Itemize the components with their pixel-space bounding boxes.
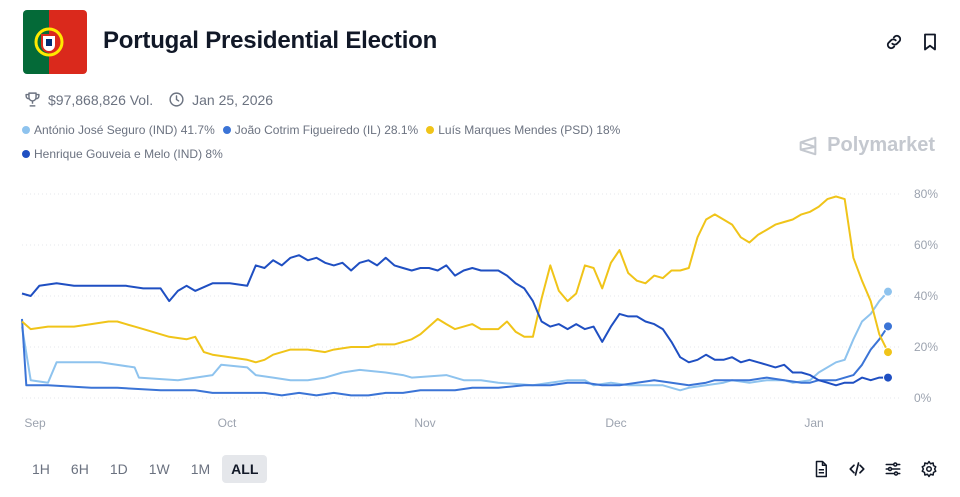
- legend-dot: [222, 126, 231, 134]
- legend-value: 8%: [205, 147, 223, 161]
- series-line: [21, 195, 889, 364]
- code-icon[interactable]: [848, 460, 866, 478]
- sliders-icon[interactable]: [884, 460, 902, 478]
- series-line: [21, 254, 888, 387]
- legend-value: 28.1%: [384, 123, 419, 137]
- legend-label: Luís Marques Mendes (PSD): [438, 123, 593, 137]
- end-date-text: Jan 25, 2026: [192, 91, 274, 108]
- legend-dot: [22, 126, 30, 134]
- y-tick-label: 0%: [914, 391, 932, 405]
- legend-item-mendes: Luís Marques Mendes (PSD) 18%: [426, 123, 620, 137]
- clock-icon: [168, 91, 185, 108]
- range-all-button[interactable]: ALL: [222, 455, 268, 483]
- chart-legend: António José Seguro (IND) 41.7% João Cot…: [22, 123, 722, 137]
- legend-dot: [22, 150, 30, 158]
- time-range-selector: 1H 6H 1D 1W 1M ALL: [23, 455, 270, 483]
- x-tick-label: Oct: [218, 416, 237, 430]
- x-tick-label: Dec: [605, 416, 626, 430]
- y-tick-label: 40%: [914, 289, 938, 303]
- x-tick-label: Nov: [414, 416, 435, 430]
- page-title: Portugal Presidential Election: [103, 27, 438, 54]
- document-icon[interactable]: [812, 460, 830, 478]
- range-6h-button[interactable]: 6H: [70, 461, 89, 477]
- legend-value: 18%: [596, 123, 621, 137]
- chart-legend-row2: Henrique Gouveia e Melo (IND) 8%: [22, 147, 722, 161]
- legend-item-gouveia: Henrique Gouveia e Melo (IND) 8%: [22, 147, 223, 161]
- portugal-flag-image: [23, 10, 87, 74]
- bookmark-icon[interactable]: [920, 32, 940, 52]
- range-1h-button[interactable]: 1H: [32, 461, 50, 477]
- series-end-point: [883, 372, 893, 383]
- y-tick-label: 80%: [914, 187, 938, 201]
- y-tick-label: 20%: [914, 340, 938, 354]
- legend-dot: [426, 126, 435, 134]
- polymarket-logo: Polymarket: [797, 134, 935, 157]
- link-icon[interactable]: [884, 32, 904, 52]
- volume-text: $97,868,826 Vol.: [48, 91, 154, 108]
- x-tick-label: Jan: [804, 416, 823, 430]
- series-end-point: [883, 321, 893, 332]
- range-1w-button[interactable]: 1W: [148, 461, 170, 477]
- price-history-chart[interactable]: 0% 20% 40% 60% 80% Sep Oct Nov Dec Jan: [0, 180, 960, 435]
- legend-item-cotrim: João Cotrim Figueiredo (IL) 28.1%: [222, 123, 419, 137]
- series-line: [21, 318, 889, 397]
- series-end-point: [883, 347, 893, 358]
- legend-value: 41.7%: [180, 123, 215, 137]
- legend-label: António José Seguro (IND): [34, 123, 178, 137]
- gear-icon[interactable]: [920, 460, 938, 478]
- x-tick-label: Sep: [24, 416, 46, 430]
- series-line: [21, 291, 889, 392]
- legend-label: Henrique Gouveia e Melo (IND): [34, 147, 203, 161]
- brand-name: Polymarket: [827, 134, 935, 156]
- trophy-icon: [24, 91, 41, 108]
- y-tick-label: 60%: [914, 238, 938, 252]
- range-1d-button[interactable]: 1D: [109, 461, 128, 477]
- legend-item-seguro: António José Seguro (IND) 41.7%: [22, 123, 215, 137]
- range-1m-button[interactable]: 1M: [190, 461, 211, 477]
- market-meta: $97,868,826 Vol. Jan 25, 2026: [24, 91, 273, 108]
- series-end-point: [883, 286, 893, 297]
- legend-label: João Cotrim Figueiredo (IL): [234, 123, 381, 137]
